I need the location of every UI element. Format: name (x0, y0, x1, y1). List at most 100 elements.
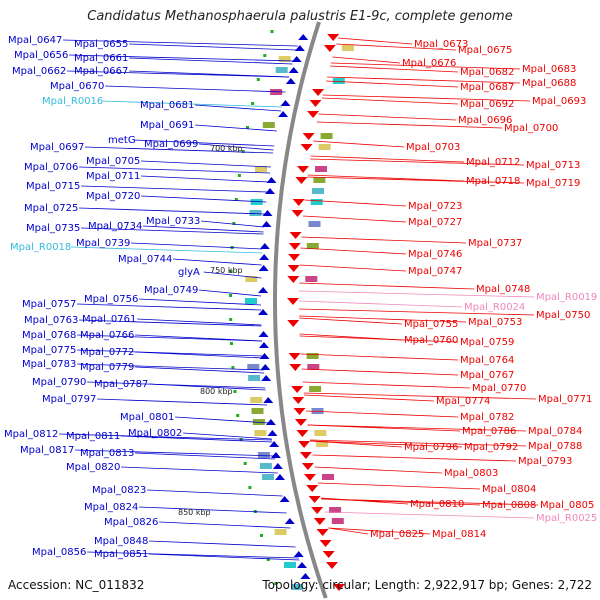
plus-strand-label: Mpal_0705 (86, 156, 140, 167)
ruler-tick (229, 270, 233, 273)
label-connector (203, 271, 262, 279)
ruler-tick (237, 174, 241, 177)
label-connector (147, 489, 283, 497)
label-connector (121, 466, 278, 474)
label-connector (321, 497, 409, 505)
annotation-box (262, 474, 274, 480)
label-connector (298, 308, 535, 316)
annotation-box (245, 276, 258, 282)
label-connector (201, 220, 265, 228)
ruler-tick (233, 390, 237, 393)
plus-strand-label: Mpal_0779 (80, 362, 134, 373)
label-connector (299, 264, 407, 272)
plus-strand-label: Mpal_0661 (74, 53, 128, 64)
backbone-arc (273, 21, 328, 599)
annotation-box (305, 276, 318, 282)
plus-strand-arrow (265, 419, 276, 425)
annotation-box (251, 408, 264, 414)
ruler-tick (243, 462, 247, 465)
ruler-label-750kbp: 750 kbp (210, 266, 243, 275)
minus-strand-arrow (303, 474, 316, 481)
label-connector (70, 246, 263, 254)
annotation-box (315, 166, 327, 172)
minus-strand-arrow (323, 45, 336, 52)
minus-strand-arrow (325, 562, 338, 569)
ruler-tick (260, 534, 263, 537)
plus-strand-label: Mpal_R0016 (42, 96, 103, 107)
label-connector (69, 54, 294, 62)
minus-strand-label: Mpal_0767 (460, 370, 514, 381)
label-connector (300, 353, 459, 361)
minus-strand-label: Mpal_0788 (528, 441, 582, 452)
label-connector (329, 65, 459, 73)
minus-strand-label: Mpal_0693 (532, 96, 586, 107)
label-connector (309, 439, 527, 447)
plus-strand-label: Mpal_0802 (128, 428, 182, 439)
minus-strand-arrow (289, 232, 302, 239)
label-connector (149, 540, 296, 548)
minus-strand-arrow (295, 177, 308, 184)
label-connector (312, 454, 517, 462)
label-connector (85, 146, 274, 154)
minus-strand-arrow (291, 386, 304, 393)
label-connector (77, 363, 264, 371)
label-connector (121, 435, 273, 443)
annotation-box (306, 353, 319, 359)
minus-strand-label: Mpal_0696 (458, 115, 512, 126)
backbone-ruler (229, 21, 328, 599)
plus-strand-arrow (293, 551, 304, 557)
label-connector (135, 452, 276, 460)
label-connector (87, 551, 299, 559)
label-connector (299, 335, 459, 343)
label-connector (337, 37, 413, 45)
label-connectors (59, 37, 539, 561)
minus-strand-arrow (287, 320, 300, 327)
ruler-label-800kbp: 800 kbp (200, 387, 233, 396)
plus-strand-label: Mpal_0733 (146, 216, 200, 227)
plus-strand-label: Mpal_0851 (94, 549, 148, 560)
plus-strand-arrow (284, 518, 295, 524)
label-connector (135, 366, 265, 374)
label-connector (316, 121, 503, 129)
label-connector (336, 43, 457, 51)
minus-strand-label: Mpal_0723 (408, 201, 462, 212)
annotation-box (259, 463, 272, 469)
label-connector (137, 318, 262, 326)
minus-strand-arrow (291, 210, 304, 217)
plus-strand-label: metG (108, 135, 136, 146)
ruler-tick (248, 486, 252, 489)
label-connector (310, 158, 525, 166)
label-connector (102, 100, 282, 108)
plus-strand-label: Mpal_0820 (66, 462, 120, 473)
label-connector (307, 424, 461, 432)
minus-strand-label: Mpal_0687 (460, 82, 514, 93)
minus-strand-label: Mpal_0804 (482, 484, 536, 495)
annotation-box (278, 56, 291, 62)
label-connector (141, 195, 267, 203)
label-connector (300, 247, 407, 255)
label-connector (307, 176, 525, 184)
minus-strand-arrow (297, 166, 310, 173)
label-connector (298, 290, 535, 298)
plus-strand-label: Mpal_0647 (8, 35, 62, 46)
minus-strand-label: Mpal_0737 (468, 238, 522, 249)
plus-strand-label: Mpal_0655 (74, 39, 128, 50)
plus-strand-label: Mpal_0817 (20, 445, 74, 456)
minus-strand-arrow (311, 507, 324, 514)
label-connector (301, 368, 459, 376)
plus-strand-label: Mpal_0775 (22, 345, 76, 356)
minus-strand-label: Mpal_R0024 (464, 302, 525, 313)
plus-strand-label: Mpal_0735 (26, 223, 80, 234)
gene-labels: Mpal_0647 Mpal_0655 Mpal_0656 Mpal_0661 Mpal… (4, 35, 597, 560)
plus-strand-label: Mpal_0763 (24, 315, 78, 326)
minus-strand-label: Mpal_0719 (526, 178, 580, 189)
label-connector (79, 207, 266, 215)
label-connector (195, 104, 282, 112)
plus-strand-arrow (258, 309, 269, 315)
annotation-box (329, 507, 342, 513)
plus-strand-label: Mpal_R0018 (10, 242, 71, 253)
minus-strand-label: Mpal_0782 (460, 412, 514, 423)
label-connector (135, 351, 263, 359)
annotation-box (318, 144, 331, 150)
plus-strand-arrow (259, 243, 270, 249)
